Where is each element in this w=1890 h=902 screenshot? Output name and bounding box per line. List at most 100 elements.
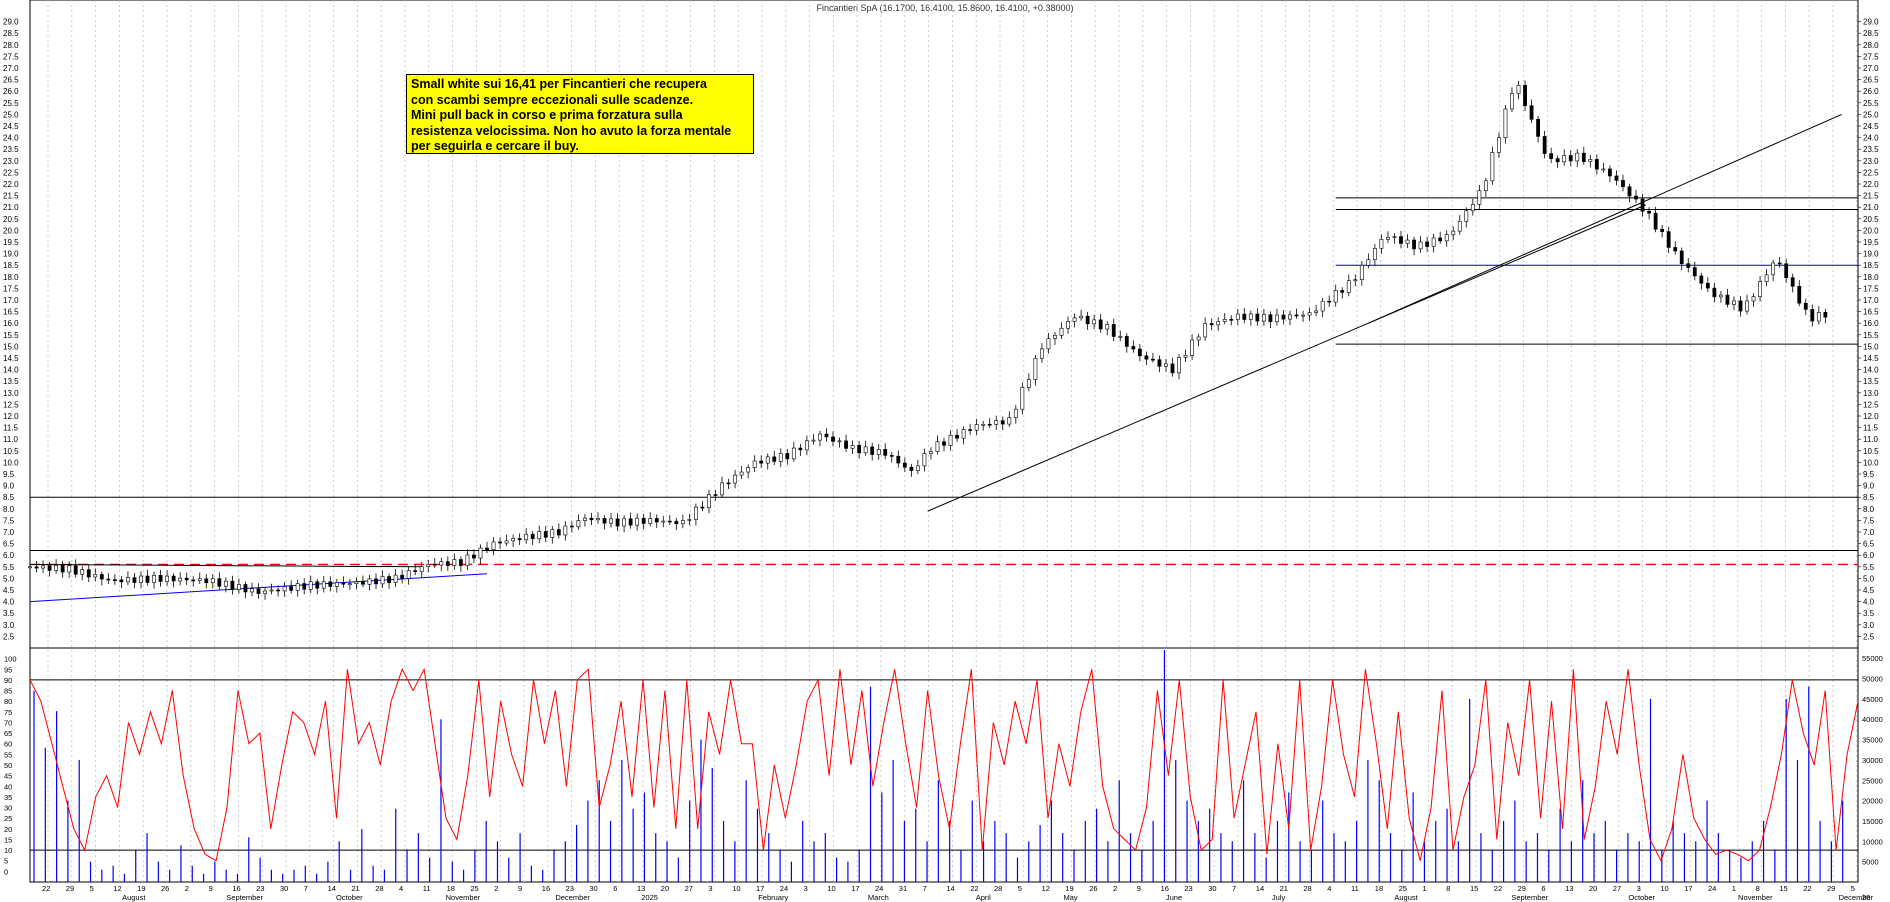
x-day-label: 2 (1113, 884, 1117, 893)
candle-body (680, 520, 685, 525)
x-day-label: 2 (185, 884, 189, 893)
candle-body (850, 445, 855, 449)
candle-body (289, 586, 294, 591)
candle-body (191, 579, 196, 582)
candle-body (726, 482, 731, 485)
candle-body (54, 565, 59, 571)
candle-body (1105, 324, 1110, 330)
x-day-label: 14 (946, 884, 954, 893)
candle-body (556, 529, 561, 536)
candle-body (1053, 334, 1057, 339)
candle-body (1790, 277, 1795, 287)
x-day-label: 29 (1518, 884, 1526, 893)
y-tick-left: 17.0 (3, 296, 19, 305)
candle-body (1581, 152, 1586, 162)
y-tick-left: 23.5 (3, 145, 19, 154)
candle-body (1660, 228, 1665, 232)
candle-body (1248, 313, 1253, 320)
x-day-label: 16 (542, 884, 550, 893)
candle-body (400, 574, 405, 579)
candle-body (93, 574, 98, 578)
y-tick-left: 5.5 (3, 563, 15, 572)
x-day-label: 24 (1708, 884, 1716, 893)
candle-body (126, 577, 130, 583)
volume-tick-right: 5000 (1862, 858, 1879, 867)
candle-body (1673, 247, 1678, 252)
candle-body (1379, 239, 1384, 249)
candle-body (661, 520, 666, 523)
candle-body (1719, 294, 1723, 298)
x-month-label: February (758, 893, 788, 902)
candle-body (1255, 313, 1260, 322)
candle-body (902, 462, 907, 468)
candle-body (863, 446, 868, 454)
candle-body (1340, 290, 1345, 293)
x-day-label: 24 (780, 884, 788, 893)
candle-body (139, 575, 143, 583)
y-tick-right: 17.5 (1863, 284, 1879, 293)
candle-body (1608, 168, 1612, 177)
candle-body (1614, 175, 1619, 181)
x-day-label: 24 (875, 884, 883, 893)
volume-tick-right: 20000 (1862, 797, 1883, 806)
y-tick-right: 11.0 (1863, 435, 1879, 444)
osc-tick-left: 70 (4, 718, 12, 727)
x-month-label: November (1738, 893, 1773, 902)
x-day-label: 16 (1161, 884, 1169, 893)
y-tick-left: 26.0 (3, 87, 19, 96)
candle-body (1523, 84, 1527, 106)
candle-body (1529, 105, 1534, 120)
x-day-label: 4 (1327, 884, 1331, 893)
x-day-label: 22 (1494, 884, 1502, 893)
candle-body (667, 520, 672, 523)
x-day-label: 9 (518, 884, 522, 893)
candle-body (1301, 314, 1305, 317)
y-tick-left: 24.0 (3, 134, 19, 143)
candle-body (1111, 324, 1116, 337)
annotation-line: resistenza velocissima. Non ho avuto la … (411, 123, 732, 138)
candle-body (321, 581, 326, 589)
x-day-label: 12 (113, 884, 121, 893)
x-day-label: 28 (994, 884, 1002, 893)
y-tick-right: 27.0 (1863, 64, 1879, 73)
candle-body (73, 565, 78, 575)
candle-body (602, 517, 607, 524)
candle-body (609, 518, 613, 524)
chart-title: Fincantieri SpA (16.1700, 16.4100, 15.86… (816, 3, 1074, 13)
candle-body (1131, 346, 1136, 350)
y-tick-left: 29.0 (3, 18, 19, 27)
y-tick-right: 17.0 (1863, 296, 1879, 305)
osc-tick-left: 45 (4, 772, 12, 781)
candle-body (1079, 315, 1084, 319)
x-day-label: 23 (566, 884, 574, 893)
candle-body (315, 581, 320, 589)
candle-body (230, 580, 235, 590)
candle-body (1470, 204, 1475, 212)
y-tick-right: 27.5 (1863, 52, 1879, 61)
candle-body (1568, 155, 1573, 162)
candle-body (615, 518, 620, 527)
y-tick-left: 9.0 (3, 482, 15, 491)
candle-body (1627, 186, 1632, 197)
y-tick-left: 14.5 (3, 354, 19, 363)
x-day-label: 14 (328, 884, 336, 893)
candle-body (1575, 152, 1580, 162)
x-day-label: 5 (1851, 884, 1855, 893)
candle-body (550, 529, 555, 538)
candle-body (700, 506, 705, 509)
y-tick-left: 3.0 (3, 621, 15, 630)
candle-body (1588, 159, 1593, 162)
x-month-label: June (1166, 893, 1182, 902)
candle-body (1549, 153, 1554, 159)
candle-body (302, 583, 307, 590)
candle-body (759, 460, 764, 464)
candle-body (1327, 300, 1332, 303)
candle-body (707, 494, 711, 508)
candle-body (987, 423, 992, 426)
y-tick-right: 10.0 (1863, 458, 1879, 467)
candle-body (1235, 313, 1240, 320)
candle-body (1464, 210, 1469, 222)
y-tick-left: 17.5 (3, 284, 19, 293)
candle-body (765, 456, 770, 464)
x-day-label: 2 (494, 884, 498, 893)
